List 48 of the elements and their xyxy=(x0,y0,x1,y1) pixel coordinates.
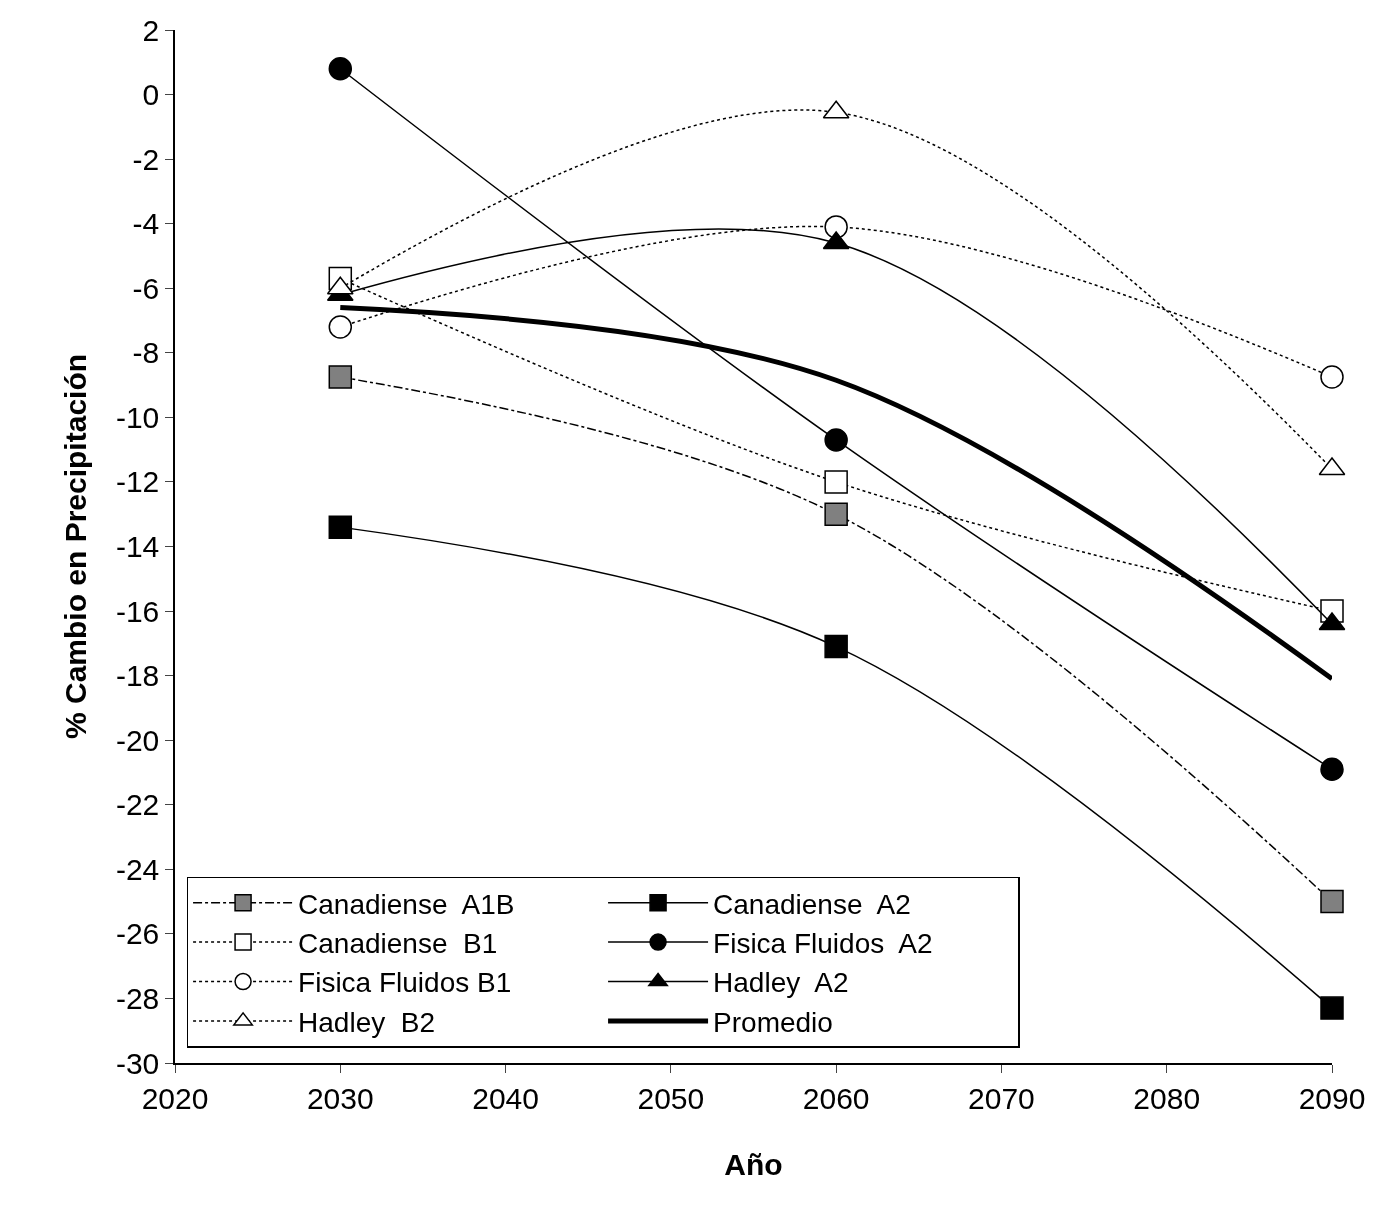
point xyxy=(824,215,848,239)
y-tick-label: -18 xyxy=(115,659,160,693)
legend-label: Canadiense B1 xyxy=(298,928,498,960)
y-tick-label: -26 xyxy=(115,917,160,951)
legend-label: Canadiense A1B xyxy=(298,888,515,920)
point xyxy=(1320,365,1344,389)
y-tick-label: 2 xyxy=(142,13,160,47)
y-axis-title: % Cambio en Precipitación xyxy=(59,353,93,740)
point xyxy=(824,428,848,452)
y-tick-label: -12 xyxy=(115,465,160,499)
y-tick-label: -6 xyxy=(132,271,160,305)
x-tick-label: 2040 xyxy=(472,1081,539,1115)
point xyxy=(328,56,353,81)
point xyxy=(824,502,848,526)
legend-label: Hadley B2 xyxy=(298,1006,436,1038)
point xyxy=(824,470,848,494)
legend-label: Fisica Fluidos A2 xyxy=(713,928,933,960)
y-tick-label: -8 xyxy=(132,336,160,370)
y-tick-label: -28 xyxy=(115,981,160,1015)
y-tick-label: -10 xyxy=(115,400,160,434)
point xyxy=(328,365,353,389)
y-tick-label: 0 xyxy=(142,78,160,112)
point xyxy=(328,515,353,539)
x-tick-label: 2020 xyxy=(141,1081,209,1115)
point xyxy=(1320,996,1344,1020)
y-tick-label: -2 xyxy=(132,142,160,176)
legend-label: Canadiense A2 xyxy=(713,888,911,920)
x-tick-label: 2050 xyxy=(637,1081,705,1115)
y-tick-label: -16 xyxy=(115,594,160,628)
x-tick-label: 2090 xyxy=(1298,1081,1366,1115)
legend-label: Promedio xyxy=(713,1006,833,1038)
x-tick-label: 2080 xyxy=(1133,1081,1201,1115)
x-tick-label: 2070 xyxy=(968,1081,1035,1115)
legend-label: Fisica Fluidos B1 xyxy=(298,967,512,999)
y-tick-label: -22 xyxy=(115,788,160,822)
point xyxy=(824,634,848,659)
x-tick-label: 2060 xyxy=(802,1081,870,1115)
point xyxy=(1320,889,1344,914)
legend-label: Hadley A2 xyxy=(713,967,849,999)
y-tick-label: -4 xyxy=(132,207,160,241)
y-tick-label: -24 xyxy=(115,852,160,886)
point xyxy=(1320,757,1344,781)
x-axis-title: Año xyxy=(724,1147,783,1181)
point xyxy=(328,315,353,339)
y-tick-label: -20 xyxy=(115,723,160,757)
x-tick-label: 2030 xyxy=(306,1081,374,1115)
y-tick-label: -30 xyxy=(115,1046,160,1080)
y-tick-label: -14 xyxy=(115,530,160,563)
